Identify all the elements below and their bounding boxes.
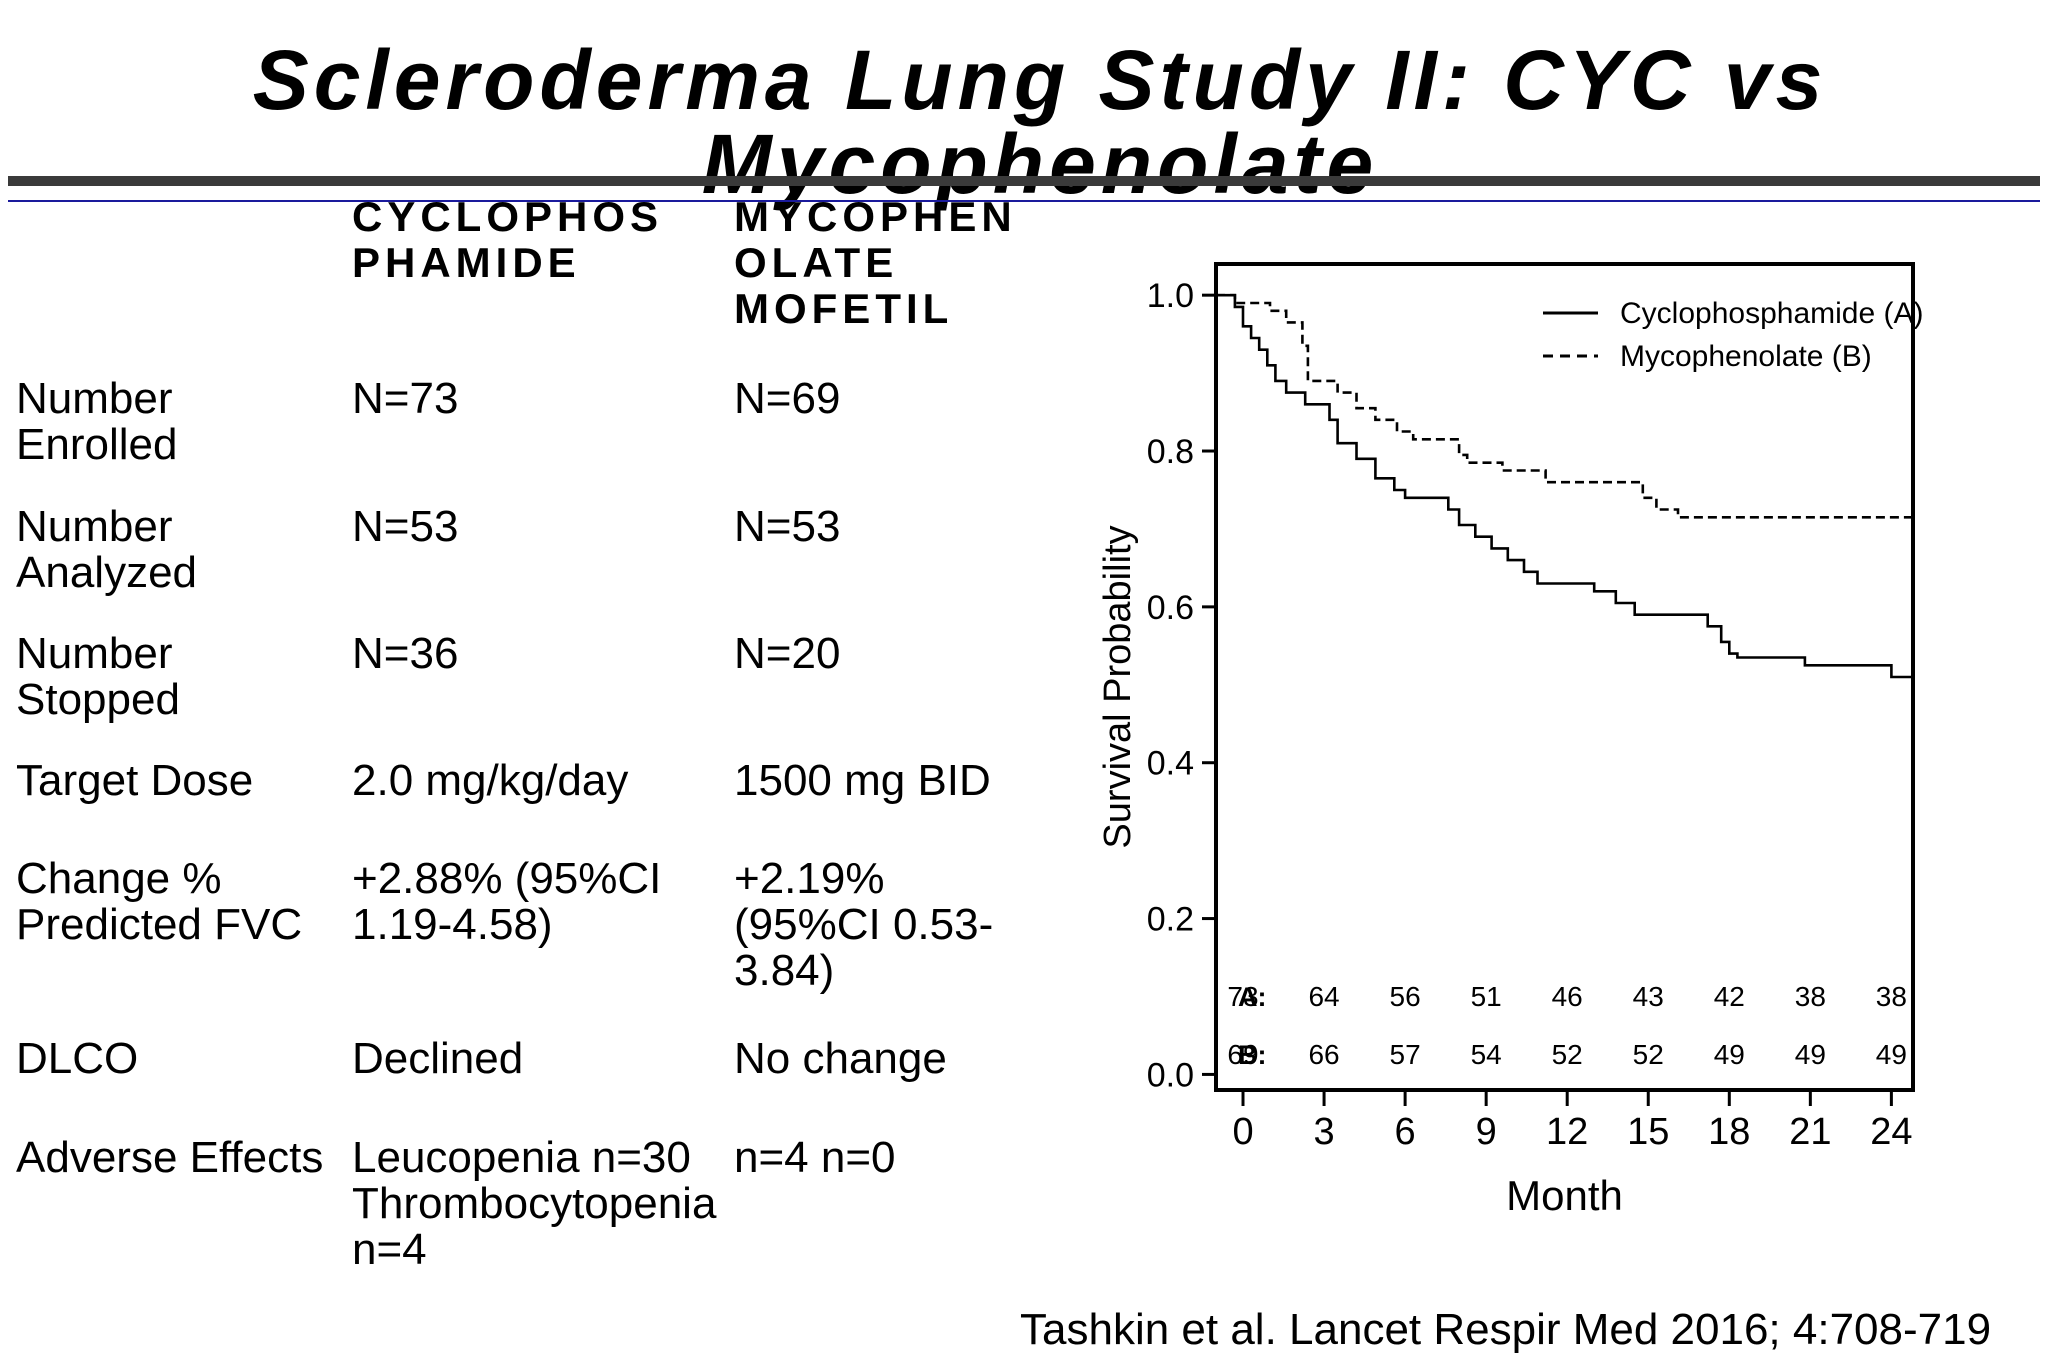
at-risk-value-b: 49: [1714, 1039, 1745, 1070]
row-label: Number Stopped: [16, 629, 180, 724]
cell-cyclophosphamide: Declined: [352, 1034, 524, 1083]
y-tick-label: 0.6: [1147, 589, 1194, 627]
at-risk-label-a: A:: [1238, 982, 1267, 1012]
table-header-cyclophosphamide: CYCLOPHOS PHAMIDE: [352, 193, 664, 286]
x-tick-label: 0: [1232, 1111, 1253, 1153]
title-rule-thin: [8, 200, 2040, 202]
at-risk-value-a: 42: [1714, 981, 1745, 1012]
cell-cyclophosphamide: Leucopenia n=30 Thrombocytopenia n=4: [352, 1133, 717, 1274]
cell-cyclophosphamide: +2.88% (95%CI 1.19-4.58): [352, 854, 662, 949]
at-risk-value-b: 57: [1390, 1039, 1421, 1070]
cell-mycophenolate: No change: [734, 1034, 947, 1083]
cell-mycophenolate: N=20: [734, 629, 841, 678]
at-risk-value-b: 69: [1227, 1039, 1258, 1070]
row-label: Number Enrolled: [16, 374, 178, 469]
x-axis-label: Month: [1506, 1172, 1623, 1219]
y-tick-label: 0.0: [1147, 1056, 1194, 1094]
series-line-cyclophosphamide: [1216, 293, 1913, 679]
cell-cyclophosphamide: N=73: [352, 374, 459, 423]
survival-chart-svg: 0.00.20.40.60.81.00 3 6 9 12 15 18 21 24MonthSur…: [1097, 262, 1923, 1219]
at-risk-value-a: 38: [1876, 981, 1907, 1012]
at-risk-value-a: 51: [1471, 981, 1502, 1012]
x-tick-label: 15: [1627, 1111, 1669, 1153]
x-tick-label: 24: [1870, 1111, 1912, 1153]
at-risk-value-b: 49: [1795, 1039, 1826, 1070]
at-risk-value-b: 54: [1471, 1039, 1502, 1070]
page-title-wrap: Scleroderma Lung Study II: CYC vs Mycoph…: [230, 38, 1850, 206]
at-risk-value-a: 38: [1795, 981, 1826, 1012]
row-label: Change % Predicted FVC: [16, 854, 303, 949]
row-label: Number Analyzed: [16, 502, 198, 597]
cell-mycophenolate: 1500 mg BID: [734, 756, 991, 805]
title-rule-thick: [8, 176, 2040, 186]
at-risk-value-b: 66: [1308, 1039, 1339, 1070]
at-risk-label-b: B:: [1238, 1040, 1267, 1070]
x-tick-label: 3: [1313, 1111, 1334, 1153]
at-risk-value-a: 46: [1552, 981, 1583, 1012]
table-header-mycophenolate: MYCOPHEN OLATE MOFETIL: [734, 193, 1017, 332]
row-label: Adverse Effects: [16, 1133, 324, 1182]
at-risk-value-a: 43: [1633, 981, 1664, 1012]
y-tick-label: 0.4: [1147, 745, 1194, 783]
cell-mycophenolate: N=69: [734, 374, 841, 423]
cell-mycophenolate: +2.19% (95%CI 0.53-3.84): [734, 854, 994, 995]
at-risk-value-b: 52: [1552, 1039, 1583, 1070]
at-risk-value-b: 49: [1876, 1039, 1907, 1070]
citation: Tashkin et al. Lancet Respir Med 2016; 4…: [1020, 1305, 1992, 1354]
at-risk-value-a: 64: [1308, 981, 1339, 1012]
x-tick-label: 18: [1708, 1111, 1750, 1153]
cell-cyclophosphamide: N=36: [352, 629, 459, 678]
cell-cyclophosphamide: N=53: [352, 502, 459, 551]
y-tick-label: 1.0: [1147, 277, 1194, 315]
cell-mycophenolate: N=53: [734, 502, 841, 551]
x-tick-label: 12: [1546, 1111, 1588, 1153]
page-title: Scleroderma Lung Study II: CYC vs Mycoph…: [252, 33, 1828, 211]
y-tick-label: 0.2: [1147, 901, 1194, 939]
plot-frame: [1214, 262, 1915, 1092]
at-risk-value-a: 56: [1390, 981, 1421, 1012]
cell-mycophenolate: n=4 n=0: [734, 1133, 896, 1182]
x-tick-label: 6: [1395, 1111, 1416, 1153]
at-risk-value-a: 73: [1227, 981, 1258, 1012]
y-axis-label: Survival Probability: [1097, 525, 1139, 848]
row-label: Target Dose: [16, 756, 254, 805]
x-tick-label: 21: [1789, 1111, 1831, 1153]
cell-cyclophosphamide: 2.0 mg/kg/day: [352, 756, 629, 805]
legend-label: Mycophenolate (B): [1620, 340, 1872, 373]
series-line-mycophenolate: [1216, 293, 1913, 519]
at-risk-value-b: 52: [1633, 1039, 1664, 1070]
y-tick-label: 0.8: [1147, 433, 1194, 471]
row-label: DLCO: [16, 1034, 139, 1083]
survival-chart: 0.0 0.2 0.4 0.6 0.8 1.0 0 3 6 9 12 15 18 21 24 Month Sur…: [1080, 240, 2020, 1260]
legend-label: Cyclophosphamide (A): [1620, 297, 1923, 330]
x-tick-label: 9: [1476, 1111, 1497, 1153]
